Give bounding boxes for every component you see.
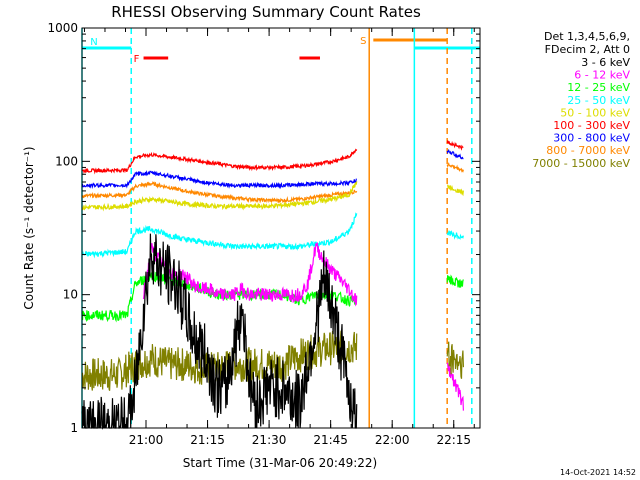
flag-label: F	[134, 54, 140, 65]
series-25-50-kev	[81, 212, 358, 259]
y-tick-label: 100	[55, 154, 78, 168]
series-after-gap-800-7000-kev	[446, 162, 464, 173]
flag-label: N	[90, 37, 97, 48]
legend-entry-7000-15000-kev: 7000 - 15000 keV	[532, 157, 630, 170]
series-after-gap-12-25-kev	[446, 274, 464, 288]
series-after-gap-7000-15000-kev	[446, 341, 464, 379]
series-after-gap-100-300-kev	[446, 140, 464, 151]
chart-title: RHESSI Observing Summary Count Rates	[111, 3, 421, 21]
x-tick-label: 21:30	[252, 433, 287, 447]
series-12-25-kev	[81, 271, 358, 323]
series-800-7000-kev	[81, 181, 358, 204]
series-300-800-kev	[81, 170, 357, 190]
legend-entry-300-800-kev: 300 - 800 keV	[553, 132, 630, 145]
series-3-6-kev	[81, 233, 358, 430]
series-100-300-kev	[81, 148, 358, 175]
y-tick-label: 1	[70, 421, 78, 435]
x-tick-label: 22:15	[436, 433, 471, 447]
series-50-100-kev	[81, 181, 358, 212]
legend: Det 1,3,4,5,6,9,FDecim 2, Att 03 - 6 keV…	[532, 30, 630, 170]
x-axis-label: Start Time (31-Mar-06 20:49:22)	[183, 456, 377, 470]
series-after-gap-50-100-kev	[447, 184, 464, 197]
x-tick-label: 21:00	[129, 433, 164, 447]
legend-entry-800-7000-kev: 800 - 7000 keV	[546, 144, 630, 157]
y-axis-label: Count Rate (s⁻¹ detector⁻¹)	[22, 146, 36, 309]
y-tick-label: 1000	[47, 21, 78, 35]
legend-entry-6-12-kev: 6 - 12 keV	[574, 69, 630, 82]
plot-frame	[81, 27, 481, 429]
y-tick-label: 10	[63, 288, 78, 302]
footer-timestamp: 14-Oct-2021 14:52	[560, 468, 636, 477]
legend-header-line: Det 1,3,4,5,6,9,	[544, 30, 630, 43]
flags-layer: N F S	[82, 36, 480, 65]
legend-entry-25-50-kev: 25 - 50 keV	[567, 94, 630, 107]
series-after-gap-6-12-kev	[446, 362, 464, 411]
series-after-gap-300-800-kev	[446, 148, 464, 160]
series-after-gap-25-50-kev	[446, 229, 464, 240]
x-tick-label: 22:00	[375, 433, 410, 447]
y-axis: 1 10 100 1000	[47, 21, 480, 435]
series-layer	[81, 140, 464, 430]
legend-entry-12-25-kev: 12 - 25 keV	[567, 81, 630, 94]
legend-header-line: FDecim 2, Att 0	[545, 43, 630, 56]
x-tick-label: 21:45	[313, 433, 348, 447]
legend-entry-3-6-kev: 3 - 6 keV	[581, 56, 630, 69]
flag-label: S	[360, 36, 366, 47]
legend-entry-50-100-kev: 50 - 100 keV	[560, 106, 630, 119]
legend-entry-100-300-kev: 100 - 300 keV	[553, 119, 630, 132]
x-axis: 21:00 21:15 21:30 21:45 22:00 22:15	[83, 28, 475, 447]
x-tick-label: 21:15	[190, 433, 225, 447]
